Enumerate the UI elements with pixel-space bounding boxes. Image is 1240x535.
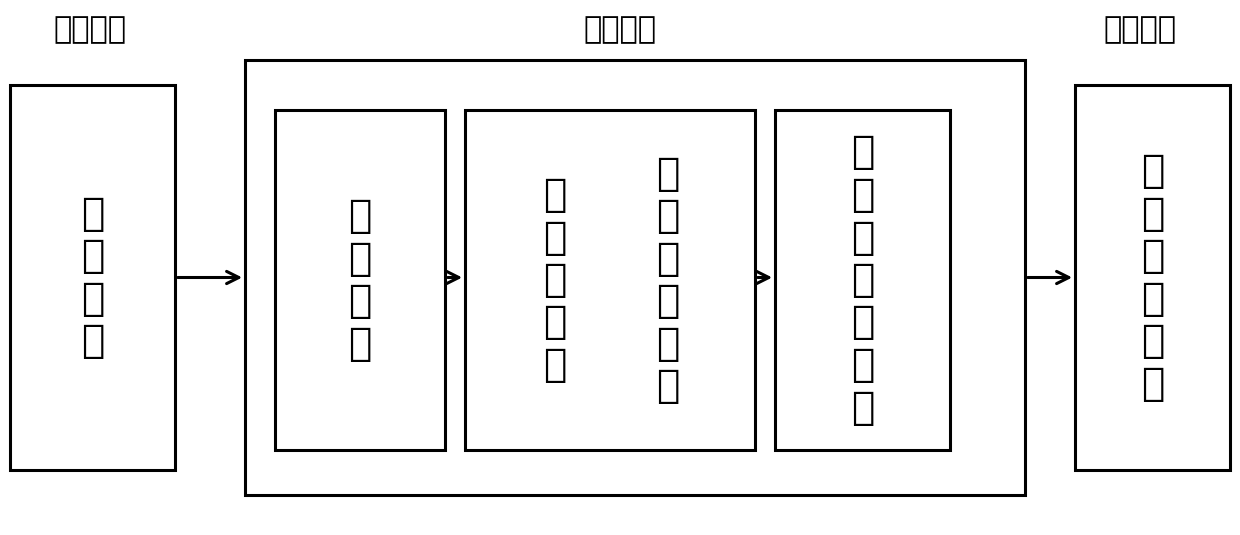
Text: 图
像
处
理: 图 像 处 理 (348, 197, 372, 363)
Bar (465, 110, 755, 450)
Bar (275, 110, 445, 450)
Text: 数据处理: 数据处理 (584, 16, 656, 44)
Text: 分
合
闸
速
度
计
算: 分 合 闸 速 度 计 算 (851, 134, 874, 426)
Bar (775, 110, 950, 450)
Text: 保
存
计
算
结
果: 保 存 计 算 结 果 (1141, 152, 1164, 403)
Text: 彩
色
标
记
识
别: 彩 色 标 记 识 别 (656, 155, 680, 405)
Text: 数据采集: 数据采集 (53, 16, 126, 44)
Bar (1075, 85, 1230, 470)
Text: 摄
像
机
标
定: 摄 像 机 标 定 (543, 176, 567, 384)
Bar (10, 85, 175, 470)
Text: 数据输出: 数据输出 (1104, 16, 1177, 44)
Bar (246, 60, 1025, 495)
Text: 图
像
采
集: 图 像 采 集 (81, 195, 104, 360)
